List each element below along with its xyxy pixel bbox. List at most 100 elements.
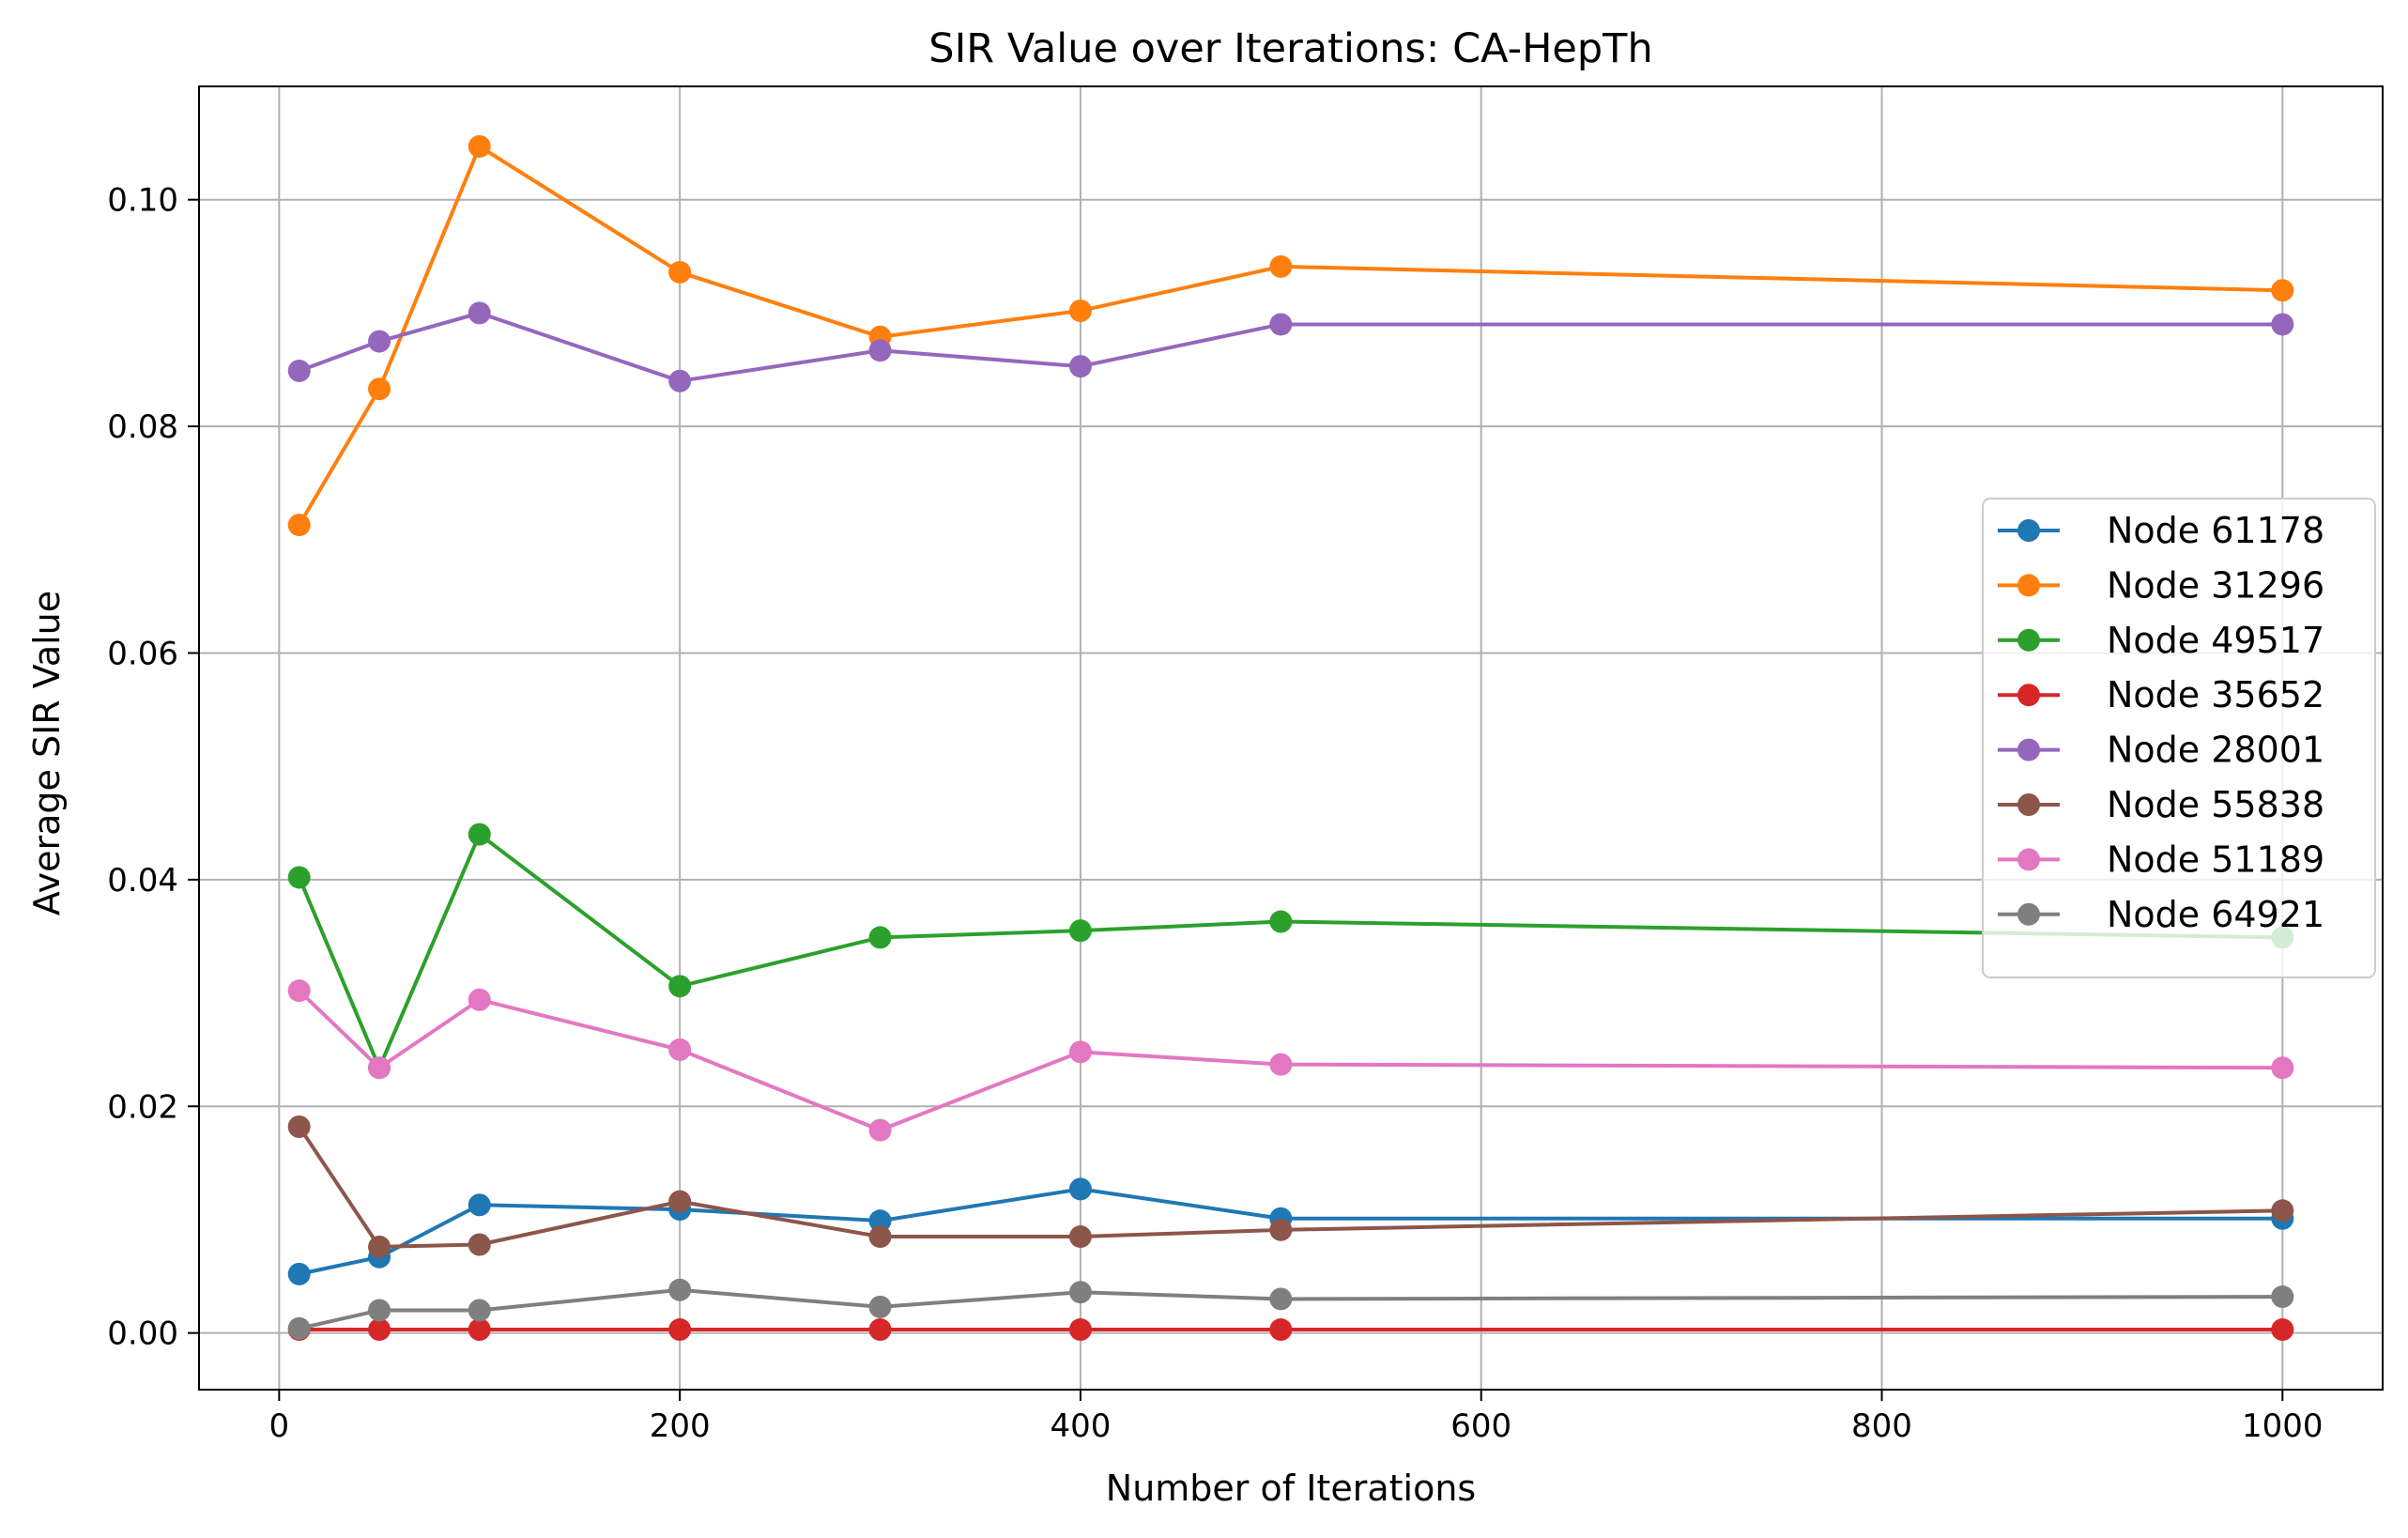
legend-entry: Node 35652 [1998, 674, 2324, 715]
data-point [1068, 919, 1092, 943]
data-point [468, 1299, 491, 1322]
data-point [1068, 1177, 1092, 1201]
data-point [468, 988, 491, 1011]
y-axis-label: Average SIR Value [26, 591, 68, 915]
legend-entry: Node 61178 [1998, 510, 2324, 551]
data-point [2271, 279, 2294, 302]
legend-marker [2017, 628, 2040, 652]
data-point [468, 301, 491, 325]
data-point [1269, 910, 1293, 933]
data-point [368, 330, 391, 353]
data-point [668, 975, 692, 998]
x-axis-label: Number of Iterations [1106, 1468, 1476, 1509]
data-point [668, 260, 692, 284]
legend-label: Node 55838 [2107, 784, 2324, 825]
data-point [668, 1318, 692, 1342]
data-point [1269, 1318, 1293, 1342]
legend: Node 61178 Node 31296 Node 49517 Node 35652… [1982, 498, 2376, 978]
legend-marker [2017, 574, 2040, 597]
data-point [2271, 1056, 2294, 1080]
data-point [2271, 1285, 2294, 1309]
legend-marker [2017, 738, 2040, 761]
y-tick-label: 0.06 [107, 635, 178, 672]
data-point [2271, 1199, 2294, 1223]
x-tick-label: 800 [1851, 1407, 1912, 1445]
data-point [668, 1278, 692, 1301]
legend-label: Node 64921 [2107, 894, 2324, 935]
data-point [1269, 313, 1293, 336]
series-line [298, 1125, 2283, 1249]
data-point [2271, 1318, 2294, 1342]
series-line [297, 144, 2283, 527]
legend-label: Node 49517 [2107, 620, 2324, 661]
x-tick-label: 1000 [2242, 1407, 2324, 1445]
legend-box [1982, 498, 2376, 978]
series-line [297, 832, 2283, 1070]
data-point [1068, 1225, 1092, 1249]
data-point [668, 1190, 692, 1213]
legend-entry: Node 64921 [1998, 894, 2324, 935]
data-point [287, 866, 311, 889]
data-point [287, 1262, 311, 1285]
series-node-51189 [287, 979, 2294, 1142]
data-point [1269, 1287, 1293, 1311]
legend-label: Node 31296 [2107, 564, 2324, 606]
data-point [287, 514, 311, 537]
data-point [368, 377, 391, 401]
series-node-28001 [287, 301, 2294, 392]
series-line [299, 311, 2283, 383]
data-point [368, 1299, 391, 1322]
legend-entry: Node 51189 [1998, 838, 2324, 880]
data-point [468, 1233, 491, 1256]
data-point [868, 926, 892, 949]
data-point [368, 1235, 391, 1258]
series-node-31296 [287, 134, 2294, 537]
data-point [868, 339, 892, 362]
legend-label: Node 35652 [2107, 674, 2324, 715]
data-point [468, 1193, 491, 1217]
data-point [287, 1115, 311, 1138]
data-point [287, 979, 311, 1003]
series-node-55838 [287, 1115, 2294, 1258]
series-node-64921 [287, 1278, 2294, 1340]
legend-marker [2017, 848, 2040, 871]
data-point [868, 1318, 892, 1342]
series-lines [287, 134, 2294, 1342]
data-point [468, 823, 491, 846]
legend-label: Node 61178 [2107, 510, 2324, 551]
legend-entry: Node 55838 [1998, 784, 2324, 825]
data-point [1269, 254, 1293, 278]
x-tick-label: 0 [269, 1407, 290, 1445]
data-point [868, 1209, 892, 1233]
legend-entry: Node 31296 [1998, 564, 2324, 606]
data-point [868, 1295, 892, 1318]
data-point [1068, 1040, 1092, 1064]
data-point [1068, 299, 1092, 322]
x-tick-label: 600 [1450, 1407, 1511, 1445]
axis-ticks: 0 200 400 600 800 1000 0.00 0.02 0.04 0.06 0.08 0.1… [107, 182, 2323, 1445]
data-point [287, 359, 311, 382]
x-tick-label: 200 [650, 1407, 711, 1445]
legend-label: Node 28001 [2107, 730, 2324, 771]
data-point [1269, 1218, 1293, 1241]
y-tick-label: 0.08 [107, 408, 178, 446]
data-point [368, 1318, 391, 1342]
data-point [668, 369, 692, 392]
series-line [299, 1187, 2283, 1276]
data-point [287, 1316, 311, 1340]
data-point [668, 1038, 692, 1061]
legend-marker [2017, 793, 2040, 816]
data-point [868, 1118, 892, 1142]
data-point [368, 1056, 391, 1080]
series-line [298, 989, 2283, 1132]
legend-entry: Node 28001 [1998, 730, 2324, 771]
y-tick-label: 0.10 [107, 182, 178, 220]
series-line [299, 1287, 2283, 1330]
legend-entry: Node 49517 [1998, 620, 2324, 661]
data-point [1269, 1053, 1293, 1076]
legend-marker [2017, 684, 2040, 707]
data-point [868, 1225, 892, 1249]
y-tick-label: 0.02 [107, 1088, 178, 1126]
data-point [468, 1318, 491, 1342]
